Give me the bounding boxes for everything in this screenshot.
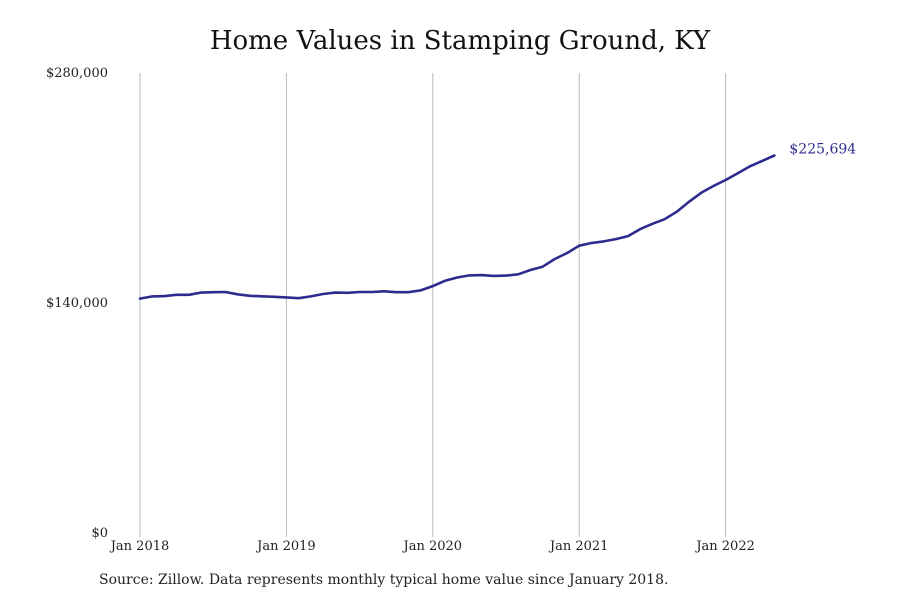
y-tick-label: $0	[91, 526, 108, 541]
x-axis-ticks: Jan 2018 Jan 2019 Jan 2020 Jan 2021 Jan 2022	[109, 539, 755, 554]
x-tick-label: Jan 2022	[694, 539, 755, 554]
y-tick-label: $140,000	[46, 296, 108, 311]
source-note: Source: Zillow. Data represents monthly …	[99, 572, 669, 588]
x-tick-label: Jan 2021	[548, 539, 609, 554]
chart-title: Home Values in Stamping Ground, KY	[209, 26, 711, 56]
gridlines	[139, 73, 727, 537]
home-value-series-line	[138, 154, 776, 300]
x-tick-label: Jan 2020	[402, 539, 463, 554]
y-axis-ticks: $0 $140,000 $280,000	[46, 66, 108, 541]
x-tick-label: Jan 2019	[255, 539, 316, 554]
series-layer: $225,694	[138, 141, 856, 300]
end-value-label: $225,694	[789, 141, 856, 157]
y-tick-label: $280,000	[46, 66, 108, 81]
x-tick-label: Jan 2018	[109, 539, 170, 554]
